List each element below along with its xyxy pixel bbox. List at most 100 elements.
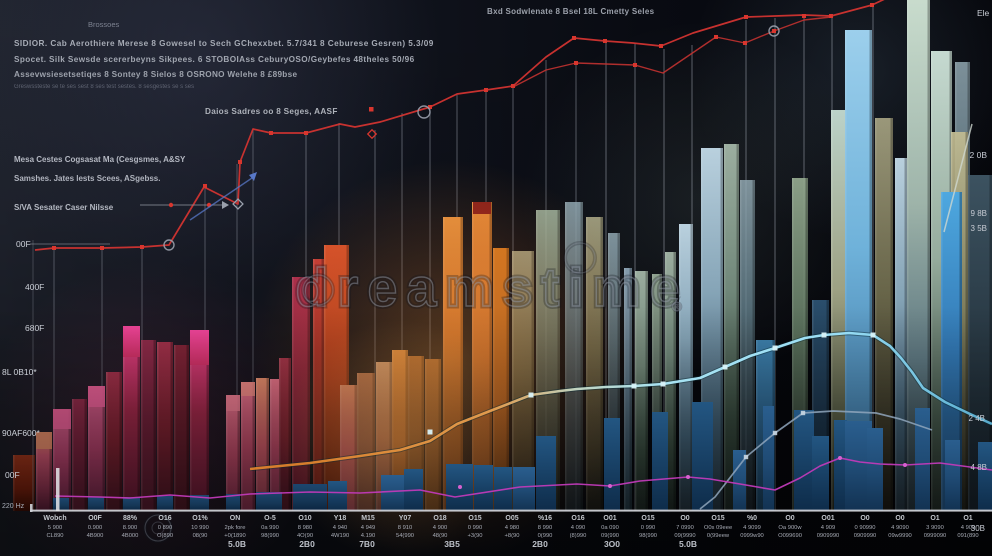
svg-text:09(990: 09(990 <box>601 533 619 539</box>
svg-text:54(990: 54(990 <box>396 533 414 539</box>
svg-text:4 900: 4 900 <box>433 525 448 531</box>
svg-text:4W190: 4W190 <box>331 533 349 539</box>
svg-text:4 900: 4 900 <box>961 525 976 531</box>
svg-text:4 090: 4 090 <box>571 525 586 531</box>
svg-text:88%: 88% <box>123 515 138 522</box>
svg-text:220 Hz: 220 Hz <box>2 503 25 510</box>
svg-text:2 0B: 2 0B <box>970 150 988 160</box>
svg-text:SIDIOR. Cab Aerothiere Merese: SIDIOR. Cab Aerothiere Merese 8 Gowesel … <box>14 39 434 48</box>
svg-text:0 890: 0 890 <box>158 525 173 531</box>
svg-text:%0: %0 <box>747 515 757 522</box>
svg-text:4.190: 4.190 <box>361 533 376 539</box>
svg-text:O1: O1 <box>930 515 939 522</box>
svg-text:O0: O0 <box>860 515 869 522</box>
svg-text:091(890: 091(890 <box>957 533 978 539</box>
svg-text:O0s 09eee: O0s 09eee <box>704 525 732 531</box>
svg-text:O15: O15 <box>468 515 481 522</box>
svg-text:0909990: 0909990 <box>817 533 840 539</box>
svg-text:4 8B: 4 8B <box>971 463 987 472</box>
svg-text:4 980: 4 980 <box>505 525 520 531</box>
svg-text:O15: O15 <box>641 515 654 522</box>
svg-text:8.900: 8.900 <box>123 525 138 531</box>
svg-text:8 910: 8 910 <box>398 525 413 531</box>
svg-text:Oa 900w: Oa 900w <box>778 525 802 531</box>
svg-text:9 8B: 9 8B <box>971 209 987 218</box>
svg-text:4B000: 4B000 <box>122 533 139 539</box>
svg-text:O01: O01 <box>603 515 616 522</box>
svg-text:00F: 00F <box>16 239 31 249</box>
svg-text:0a 990: 0a 990 <box>261 525 279 531</box>
svg-text:+0(1890: +0(1890 <box>224 533 245 539</box>
svg-text:3O0: 3O0 <box>604 539 620 549</box>
svg-text:0999w90: 0999w90 <box>740 533 764 539</box>
svg-text:10 990: 10 990 <box>191 525 209 531</box>
svg-text:5.0B: 5.0B <box>679 539 697 549</box>
svg-text:0a 090: 0a 090 <box>601 525 619 531</box>
svg-text:4 9090: 4 9090 <box>891 525 909 531</box>
svg-text:Y18: Y18 <box>334 515 347 522</box>
svg-text:+8(90: +8(90 <box>505 533 520 539</box>
svg-text:4B900: 4B900 <box>87 533 104 539</box>
svg-text:0.900: 0.900 <box>88 525 103 531</box>
svg-text:Samshes. Jates lests Scees,: Samshes. Jates lests Scees, ASgebss. <box>14 174 160 183</box>
svg-text:7 0990: 7 0990 <box>676 525 694 531</box>
svg-text:00F: 00F <box>5 470 20 480</box>
svg-text:M15: M15 <box>361 515 375 522</box>
svg-text:Greswssteste se te ses sest: Greswssteste se te ses sest 8 ses test s… <box>14 84 194 90</box>
svg-text:0999090: 0999090 <box>924 533 947 539</box>
svg-text:O0F: O0F <box>88 515 102 522</box>
svg-text:O10: O10 <box>298 515 311 522</box>
svg-text:Y07: Y07 <box>399 515 412 522</box>
svg-text:4O(90: 4O(90 <box>297 533 313 539</box>
svg-text:400F: 400F <box>25 282 44 292</box>
svg-text:O16: O16 <box>158 515 171 522</box>
svg-text:2B0: 2B0 <box>532 539 548 549</box>
svg-text:5 900: 5 900 <box>48 525 63 531</box>
svg-text:CL890: CL890 <box>46 533 63 539</box>
svg-text:ON: ON <box>230 515 241 522</box>
svg-text:3 9090: 3 9090 <box>926 525 944 531</box>
svg-text:90AF600*: 90AF600* <box>2 428 40 438</box>
svg-text:0 990: 0 990 <box>468 525 483 531</box>
svg-text:0(99eew: 0(99eew <box>707 533 730 539</box>
svg-text:O-5: O-5 <box>264 515 276 522</box>
svg-text:®: ® <box>672 299 682 314</box>
svg-text:O(890: O(890 <box>157 533 173 539</box>
svg-text:2B0: 2B0 <box>299 539 315 549</box>
svg-text:09w9990: 09w9990 <box>888 533 912 539</box>
svg-text:4 940: 4 940 <box>333 525 348 531</box>
svg-text:3B5: 3B5 <box>444 539 460 549</box>
svg-text:5.0B: 5.0B <box>228 539 246 549</box>
svg-text:Ele: Ele <box>977 8 990 18</box>
svg-text:%16: %16 <box>538 515 552 522</box>
svg-text:3 5B: 3 5B <box>971 224 987 233</box>
svg-text:O16: O16 <box>571 515 584 522</box>
svg-text:98(990: 98(990 <box>639 533 657 539</box>
svg-text:680F: 680F <box>25 323 44 333</box>
svg-text:Wobch: Wobch <box>43 515 66 522</box>
svg-text:O18: O18 <box>433 515 446 522</box>
svg-text:O05: O05 <box>505 515 518 522</box>
svg-text:®: ® <box>672 299 682 314</box>
svg-text:O0: O0 <box>680 515 689 522</box>
svg-text:0 990: 0 990 <box>641 525 656 531</box>
svg-text:Spocet. Silk Sewsde scererbeyn: Spocet. Silk Sewsde scererbeyns Sikpees.… <box>14 55 415 64</box>
svg-text:09(9990: 09(9990 <box>674 533 695 539</box>
svg-text:08(90: 08(90 <box>193 533 208 539</box>
svg-text:S/VA Sesater Caser Nilsse: S/VA Sesater Caser Nilsse <box>14 203 114 212</box>
svg-text:(8)990: (8)990 <box>570 533 587 539</box>
svg-text:dreamstime: dreamstime <box>295 258 688 318</box>
svg-text:O099690: O099690 <box>778 533 802 539</box>
svg-text:0(990: 0(990 <box>538 533 553 539</box>
svg-text:+3(90: +3(90 <box>468 533 483 539</box>
svg-text:Daios Sadres oo 8 Seges, AAS: Daios Sadres oo 8 Seges, AASF <box>205 107 338 116</box>
svg-text:4 9099: 4 9099 <box>743 525 761 531</box>
svg-text:2pk fore: 2pk fore <box>225 525 246 531</box>
svg-text:2 4B: 2 4B <box>969 414 985 423</box>
svg-text:8L 0B10*: 8L 0B10* <box>2 367 37 377</box>
svg-text:8 990: 8 990 <box>538 525 553 531</box>
svg-text:0909990: 0909990 <box>854 533 877 539</box>
svg-text:O0: O0 <box>895 515 904 522</box>
svg-text:98(990: 98(990 <box>261 533 279 539</box>
svg-text:30B: 30B <box>971 524 985 533</box>
